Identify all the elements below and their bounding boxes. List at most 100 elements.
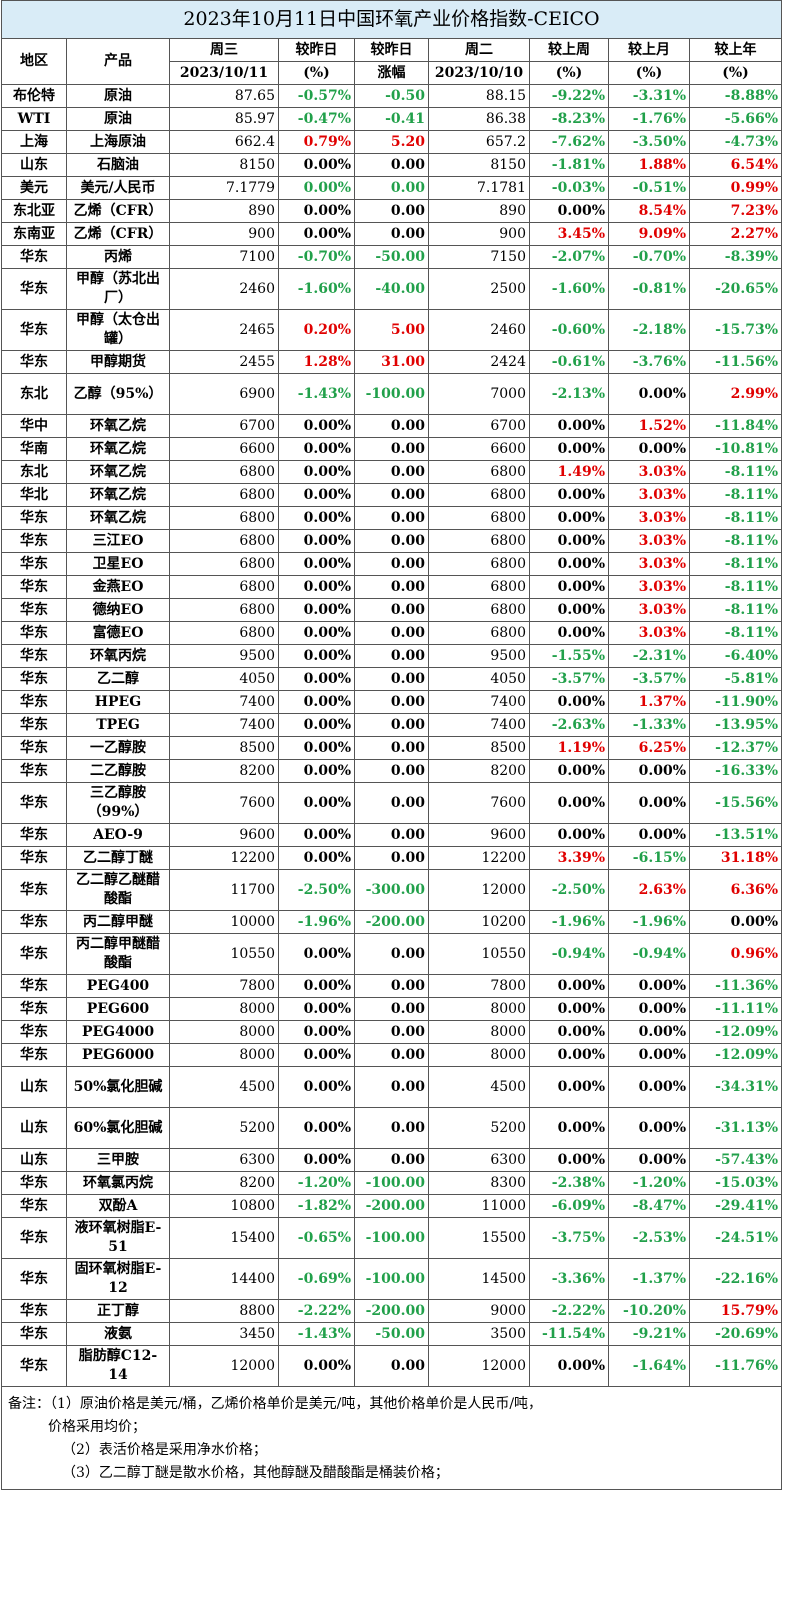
cell-vs-month: 1.37% bbox=[608, 690, 690, 714]
cell-change-amt: -100.00 bbox=[354, 1258, 429, 1300]
cell-vs-week: 0.00% bbox=[529, 483, 609, 507]
cell-change-amt: -0.50 bbox=[354, 84, 429, 108]
cell-vs-month: -2.31% bbox=[608, 644, 690, 668]
cell-vs-month: 0.00% bbox=[608, 437, 690, 461]
cell-price-tue: 7.1781 bbox=[428, 176, 530, 200]
cell-vs-month: -3.76% bbox=[608, 350, 690, 374]
cell-vs-week: -3.75% bbox=[529, 1217, 609, 1259]
cell-price-tue: 7400 bbox=[428, 690, 530, 714]
cell-change-amt: 0.00 bbox=[354, 1148, 429, 1172]
cell-vs-year: 0.96% bbox=[688, 933, 783, 975]
cell-vs-month: 0.00% bbox=[608, 1107, 690, 1149]
cell-vs-month: -1.20% bbox=[608, 1171, 690, 1195]
cell-product: 液氨 bbox=[66, 1322, 170, 1346]
cell-vs-week: 0.00% bbox=[529, 529, 609, 553]
cell-vs-year: -22.16% bbox=[688, 1258, 783, 1300]
cell-price-wed: 8800 bbox=[169, 1299, 279, 1323]
cell-vs-year: -12.09% bbox=[688, 1020, 783, 1044]
cell-vs-week: 0.00% bbox=[529, 690, 609, 714]
cell-region: 上海 bbox=[1, 130, 67, 154]
cell-vs-year: -12.37% bbox=[688, 736, 783, 760]
cell-vs-year: -57.43% bbox=[688, 1148, 783, 1172]
cell-vs-year: -8.11% bbox=[688, 598, 783, 622]
cell-change-pct: 0.79% bbox=[278, 130, 355, 154]
cell-change-pct: -0.69% bbox=[278, 1258, 355, 1300]
header-vs-yday-amt: 较昨日 bbox=[354, 38, 429, 62]
cell-vs-week: 0.00% bbox=[529, 782, 609, 824]
table-row: 华东 甲醇（太仓出罐） 2465 0.20% 5.00 2460 -0.60% -2.18% -… bbox=[1, 309, 783, 351]
cell-product: 固环氧树脂E-12 bbox=[66, 1258, 170, 1300]
cell-change-amt: 0.00 bbox=[354, 974, 429, 998]
cell-vs-week: 0.00% bbox=[529, 1148, 609, 1172]
cell-price-wed: 10550 bbox=[169, 933, 279, 975]
cell-region: 华东 bbox=[1, 1345, 67, 1387]
cell-change-pct: -0.70% bbox=[278, 245, 355, 269]
cell-change-amt: 0.00 bbox=[354, 575, 429, 599]
cell-region: 华东 bbox=[1, 974, 67, 998]
header-wed-date: 2023/10/11 bbox=[169, 61, 279, 85]
cell-vs-year: 31.18% bbox=[688, 846, 783, 870]
cell-price-wed: 7800 bbox=[169, 974, 279, 998]
cell-change-amt: 0.00 bbox=[354, 644, 429, 668]
header-tue: 周二 bbox=[428, 38, 530, 62]
cell-vs-year: -11.76% bbox=[688, 1345, 783, 1387]
table-row: 华东 环氧丙烷 9500 0.00% 0.00 9500 -1.55% -2.31% -6.40… bbox=[1, 644, 783, 668]
cell-change-pct: 0.20% bbox=[278, 309, 355, 351]
cell-price-tue: 8300 bbox=[428, 1171, 530, 1195]
cell-price-wed: 8000 bbox=[169, 1043, 279, 1067]
header-vs-yday-amt-unit: 涨幅 bbox=[354, 61, 429, 85]
cell-region: 华东 bbox=[1, 869, 67, 911]
cell-change-pct: -1.43% bbox=[278, 373, 355, 415]
cell-region: 华东 bbox=[1, 759, 67, 783]
cell-vs-week: -11.54% bbox=[529, 1322, 609, 1346]
note-line-2: （2）表活价格是采用净水价格； bbox=[62, 1442, 267, 1458]
notes-box: 备注：（1）原油价格是美元/桶，乙烯价格单价是美元/吨，其他价格单价是人民币/吨… bbox=[0, 1386, 783, 1490]
table-row: 华东 PEG400 7800 0.00% 0.00 7800 0.00% 0.00% -11.3… bbox=[1, 974, 783, 998]
cell-vs-month: -9.21% bbox=[608, 1322, 690, 1346]
cell-vs-week: -1.55% bbox=[529, 644, 609, 668]
cell-vs-month: 6.25% bbox=[608, 736, 690, 760]
cell-price-wed: 10800 bbox=[169, 1194, 279, 1218]
cell-price-tue: 6800 bbox=[428, 598, 530, 622]
cell-vs-week: -6.09% bbox=[529, 1194, 609, 1218]
cell-product: 乙二醇丁醚 bbox=[66, 846, 170, 870]
cell-price-tue: 890 bbox=[428, 199, 530, 223]
cell-vs-month: 0.00% bbox=[608, 1043, 690, 1067]
cell-price-tue: 8150 bbox=[428, 153, 530, 177]
cell-change-amt: -200.00 bbox=[354, 1299, 429, 1323]
table-row: 华东 环氧乙烷 6800 0.00% 0.00 6800 0.00% 3.03% -8.11% bbox=[1, 506, 783, 530]
table-row: 华东 PEG6000 8000 0.00% 0.00 8000 0.00% 0.00% -12.… bbox=[1, 1043, 783, 1067]
cell-price-wed: 2455 bbox=[169, 350, 279, 374]
cell-region: 华东 bbox=[1, 1322, 67, 1346]
cell-region: 东北 bbox=[1, 460, 67, 484]
cell-vs-month: -0.51% bbox=[608, 176, 690, 200]
price-index-sheet: 2023年10月11日中国环氧产业价格指数-CEICO 地区 产品 周三 较昨日… bbox=[0, 0, 783, 1490]
cell-change-pct: -2.22% bbox=[278, 1299, 355, 1323]
cell-vs-week: 0.00% bbox=[529, 759, 609, 783]
cell-vs-month: 3.03% bbox=[608, 483, 690, 507]
cell-change-amt: 31.00 bbox=[354, 350, 429, 374]
cell-product: 丙二醇甲醚 bbox=[66, 910, 170, 934]
cell-vs-week: -9.22% bbox=[529, 84, 609, 108]
cell-product: HPEG bbox=[66, 690, 170, 714]
cell-price-wed: 11700 bbox=[169, 869, 279, 911]
cell-price-tue: 6700 bbox=[428, 414, 530, 438]
cell-change-amt: -50.00 bbox=[354, 1322, 429, 1346]
cell-vs-month: 0.00% bbox=[608, 974, 690, 998]
cell-change-pct: 0.00% bbox=[278, 997, 355, 1021]
table-row: 华东 PEG600 8000 0.00% 0.00 8000 0.00% 0.00% -11.1… bbox=[1, 997, 783, 1021]
header-wed: 周三 bbox=[169, 38, 279, 62]
cell-vs-month: 0.00% bbox=[608, 1066, 690, 1108]
cell-product: 丙二醇甲醚醋酸酯 bbox=[66, 933, 170, 975]
cell-vs-year: 6.36% bbox=[688, 869, 783, 911]
table-row: 华中 环氧乙烷 6700 0.00% 0.00 6700 0.00% 1.52% -11.84% bbox=[1, 414, 783, 438]
table-row: 华东 三江EO 6800 0.00% 0.00 6800 0.00% 3.03% -8.11% bbox=[1, 529, 783, 553]
cell-price-wed: 6800 bbox=[169, 483, 279, 507]
cell-vs-month: -1.76% bbox=[608, 107, 690, 131]
cell-price-tue: 7000 bbox=[428, 373, 530, 415]
cell-change-amt: 0.00 bbox=[354, 437, 429, 461]
cell-change-amt: 0.00 bbox=[354, 1020, 429, 1044]
cell-region: 华东 bbox=[1, 529, 67, 553]
cell-product: 金燕EO bbox=[66, 575, 170, 599]
cell-vs-year: -8.39% bbox=[688, 245, 783, 269]
